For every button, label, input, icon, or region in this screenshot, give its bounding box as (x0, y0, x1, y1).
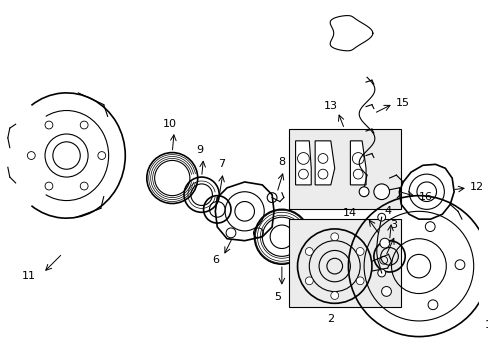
Text: 14: 14 (343, 208, 357, 218)
Text: 4: 4 (383, 206, 390, 216)
Text: 3: 3 (389, 220, 396, 230)
Circle shape (317, 154, 327, 163)
Circle shape (305, 248, 313, 255)
Text: 5: 5 (274, 292, 281, 302)
Text: 13: 13 (323, 100, 337, 111)
Circle shape (454, 260, 464, 270)
Circle shape (330, 292, 338, 300)
Circle shape (305, 277, 313, 285)
Text: 12: 12 (469, 182, 483, 192)
Circle shape (356, 277, 364, 285)
Circle shape (379, 238, 389, 248)
Circle shape (356, 248, 364, 255)
Text: 16: 16 (418, 192, 432, 202)
Text: 11: 11 (21, 271, 36, 281)
Polygon shape (295, 141, 310, 185)
Circle shape (425, 222, 434, 231)
Circle shape (377, 269, 385, 277)
Text: 1: 1 (484, 320, 488, 330)
Circle shape (427, 300, 437, 310)
Text: 2: 2 (326, 314, 334, 324)
Text: 6: 6 (211, 255, 218, 265)
Circle shape (317, 169, 327, 179)
Text: 10: 10 (163, 119, 177, 129)
Circle shape (297, 153, 308, 165)
Circle shape (298, 169, 307, 179)
Text: 15: 15 (395, 98, 408, 108)
Circle shape (381, 287, 390, 296)
Bar (288, 219, 401, 307)
Bar (288, 129, 401, 210)
Polygon shape (314, 141, 334, 185)
Text: 7: 7 (217, 159, 224, 169)
Circle shape (330, 233, 338, 241)
Circle shape (352, 153, 364, 165)
Circle shape (353, 169, 363, 179)
Text: 9: 9 (196, 145, 203, 155)
Text: 8: 8 (278, 157, 285, 167)
Circle shape (359, 187, 368, 197)
Circle shape (373, 184, 389, 199)
Circle shape (377, 213, 385, 221)
Polygon shape (350, 141, 366, 185)
